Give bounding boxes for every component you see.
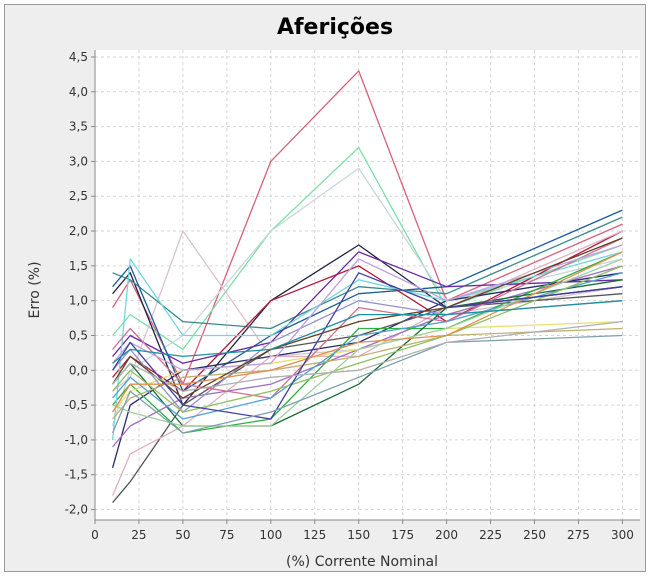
y-tick-label: 2,0 [69,224,88,238]
series-line-25 [112,258,623,427]
x-tick-label: 200 [435,528,458,542]
x-tick-label: 25 [131,528,146,542]
series-line-26 [112,251,623,413]
y-tick-label: -1,0 [65,433,88,447]
y-tick-label: 4,0 [69,85,88,99]
x-tick-label: 300 [611,528,634,542]
series-line-6 [112,216,623,330]
axes [91,50,640,524]
tick-labels: 0 25 50 75 100 125 150 175 200 225 250 275 300 -2,0 -1… [65,50,634,542]
y-tick-label: 0,0 [69,363,88,377]
chart-title: Aferições [277,15,393,40]
y-tick-label: -1,5 [65,468,88,482]
y-tick-label: 3,5 [69,120,88,134]
y-tick-label: -2,0 [65,503,88,517]
series-line-21 [112,272,623,420]
x-tick-label: 150 [347,528,370,542]
x-tick-label: 125 [303,528,326,542]
series-line-30 [112,300,623,364]
x-tick-label: 175 [391,528,414,542]
series-line-27 [112,272,623,420]
x-tick-label: 275 [567,528,590,542]
x-tick-label: 50 [175,528,190,542]
y-tick-label: 2,5 [69,189,88,203]
y-tick-label: 0,5 [69,328,88,342]
y-tick-label: 4,5 [69,50,88,64]
x-tick-label: 225 [479,528,502,542]
x-axis-title: (%) Corrente Nominal [286,554,438,570]
series-layer [111,70,623,504]
series-line-29 [112,320,623,392]
x-tick-label: 75 [219,528,234,542]
x-tick-label: 100 [259,528,282,542]
x-tick-label: 250 [523,528,546,542]
y-tick-label: 1,5 [69,259,88,273]
y-tick-label: 1,0 [69,294,88,308]
y-tick-label: -0,5 [65,398,88,412]
y-axis-title: Erro (%) [27,261,43,318]
y-tick-label: 3,0 [69,154,88,168]
x-tick-label: 0 [91,528,99,542]
plot-area [95,50,640,520]
